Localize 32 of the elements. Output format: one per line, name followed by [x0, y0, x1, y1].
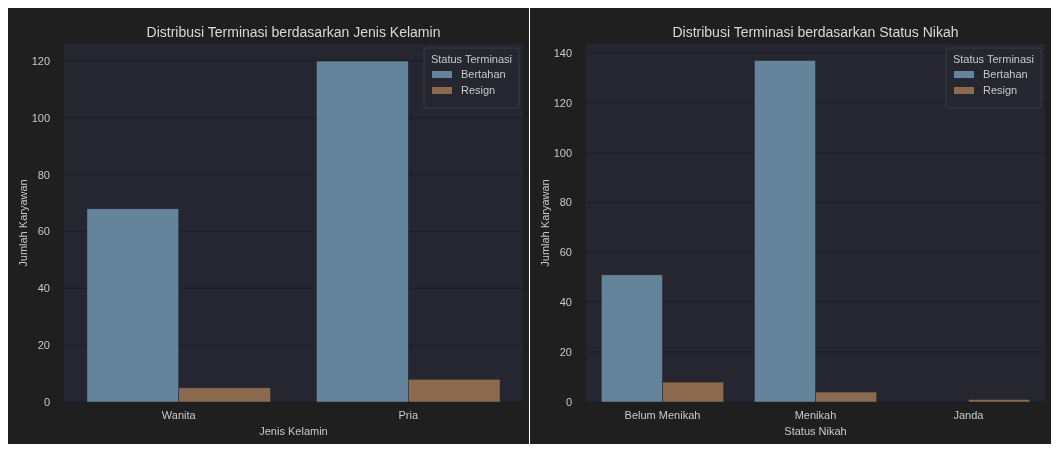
y-tick-label: 80: [37, 168, 50, 181]
y-tick-label: 0: [43, 395, 50, 408]
x-tick-label: Menikah: [794, 409, 837, 421]
legend-title: Status Terminasi: [430, 53, 513, 65]
x-tick-label: Wanita: [161, 409, 197, 421]
legend-title: Status Terminasi: [952, 53, 1035, 65]
y-axis-title: Jumlah Karyawan: [539, 179, 551, 267]
x-tick-label: Janda: [953, 409, 985, 421]
y-tick-label: 40: [559, 296, 572, 309]
y-tick-label: 20: [559, 345, 572, 358]
y-tick-label: 60: [37, 225, 50, 238]
y-tick-label: 20: [37, 339, 50, 352]
y-tick-label: 140: [553, 46, 572, 59]
y-tick-label: 120: [553, 96, 572, 109]
legend-label: Bertahan: [983, 68, 1028, 80]
y-tick-label: 60: [559, 246, 572, 259]
chart-title: Distribusi Terminasi berdasarkan Status Nikah: [672, 24, 959, 40]
legend-label: Resign: [983, 84, 1018, 96]
y-tick-label: 0: [565, 395, 572, 408]
y-tick-label: 40: [37, 282, 50, 295]
x-tick-label: Belum Menikah: [624, 409, 701, 421]
chart-title: Distribusi Terminasi berdasarkan Jenis Kelamin: [146, 24, 441, 40]
x-tick-label: Pria: [398, 409, 419, 421]
legend-label: Resign: [461, 84, 496, 96]
y-tick-label: 100: [31, 111, 50, 124]
legend-label: Bertahan: [461, 68, 506, 80]
x-axis-title: Jenis Kelamin: [259, 425, 328, 437]
y-tick-label: 80: [559, 196, 572, 209]
y-tick-label: 100: [553, 146, 572, 159]
y-tick-label: 120: [31, 54, 50, 67]
y-axis-title: Jumlah Karyawan: [17, 179, 29, 267]
x-axis-title: Status Nikah: [784, 425, 847, 437]
